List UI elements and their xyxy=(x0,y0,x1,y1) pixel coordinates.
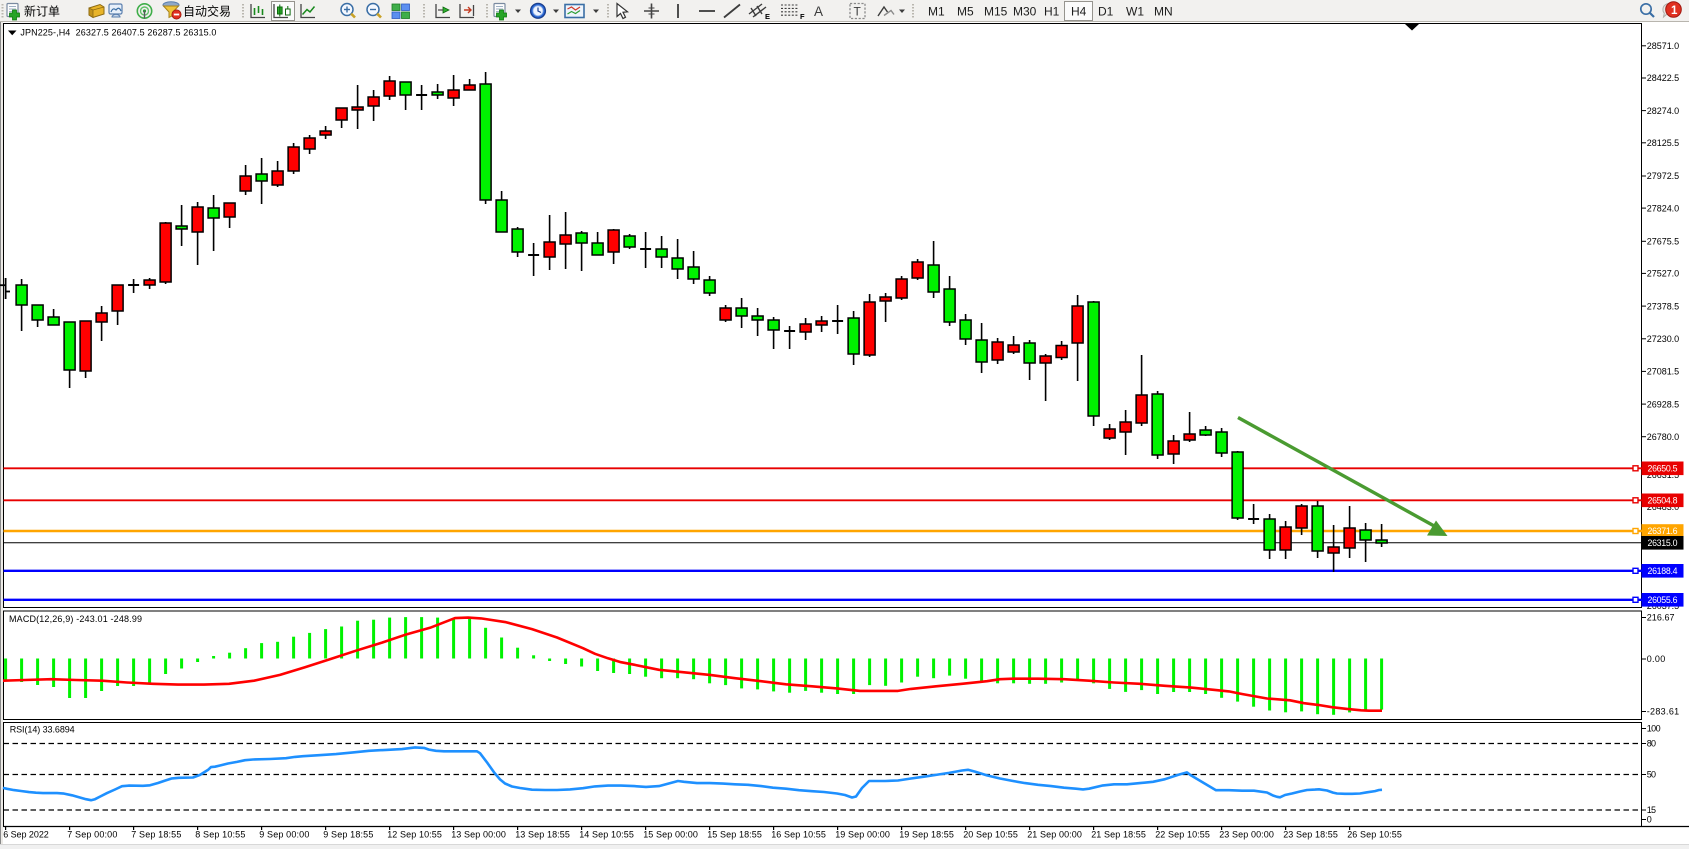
svg-text:26315.0: 26315.0 xyxy=(1648,538,1678,548)
svg-text:50: 50 xyxy=(1647,770,1656,780)
svg-text:自动交易: 自动交易 xyxy=(183,4,231,19)
svg-text:28125.5: 28125.5 xyxy=(1647,138,1680,148)
svg-text:26780.0: 26780.0 xyxy=(1647,432,1680,442)
svg-text:27824.0: 27824.0 xyxy=(1647,203,1680,213)
svg-text:RSI(14) 33.6894: RSI(14) 33.6894 xyxy=(10,725,75,735)
svg-text:7 Sep 18:55: 7 Sep 18:55 xyxy=(131,830,181,840)
svg-text:E: E xyxy=(765,12,770,21)
svg-text:M5: M5 xyxy=(957,5,974,19)
svg-text:H1: H1 xyxy=(1044,5,1060,19)
svg-text:7 Sep 00:00: 7 Sep 00:00 xyxy=(67,830,117,840)
svg-text:23 Sep 18:55: 23 Sep 18:55 xyxy=(1283,830,1338,840)
svg-text:9 Sep 18:55: 9 Sep 18:55 xyxy=(323,830,373,840)
svg-text:13 Sep 00:00: 13 Sep 00:00 xyxy=(451,830,506,840)
svg-text:21 Sep 00:00: 21 Sep 00:00 xyxy=(1027,830,1082,840)
svg-text:19 Sep 18:55: 19 Sep 18:55 xyxy=(899,830,954,840)
svg-text:16 Sep 10:55: 16 Sep 10:55 xyxy=(771,830,826,840)
svg-text:100: 100 xyxy=(1647,724,1661,734)
svg-text:6 Sep 2022: 6 Sep 2022 xyxy=(3,830,49,840)
svg-text:80: 80 xyxy=(1647,739,1656,749)
svg-text:27972.5: 27972.5 xyxy=(1647,171,1680,181)
svg-text:W1: W1 xyxy=(1126,5,1144,19)
svg-text:26055.6: 26055.6 xyxy=(1648,595,1678,605)
svg-text:26650.5: 26650.5 xyxy=(1648,464,1678,474)
svg-text:26504.8: 26504.8 xyxy=(1648,496,1678,506)
svg-text:8 Sep 10:55: 8 Sep 10:55 xyxy=(195,830,245,840)
svg-text:26188.4: 26188.4 xyxy=(1648,566,1678,576)
svg-text:1: 1 xyxy=(1671,5,1678,17)
svg-text:22 Sep 10:55: 22 Sep 10:55 xyxy=(1155,830,1210,840)
svg-text:-283.61: -283.61 xyxy=(1647,707,1679,717)
svg-text:15 Sep 00:00: 15 Sep 00:00 xyxy=(643,830,698,840)
svg-text:21 Sep 18:55: 21 Sep 18:55 xyxy=(1091,830,1146,840)
svg-text:26 Sep 10:55: 26 Sep 10:55 xyxy=(1347,830,1402,840)
svg-text:28422.5: 28422.5 xyxy=(1647,73,1680,83)
svg-text:27527.0: 27527.0 xyxy=(1647,269,1680,279)
svg-text:27675.5: 27675.5 xyxy=(1647,237,1680,247)
svg-text:H4: H4 xyxy=(1071,5,1087,19)
svg-text:28571.0: 28571.0 xyxy=(1647,41,1680,51)
svg-text:28274.0: 28274.0 xyxy=(1647,106,1680,116)
svg-text:9 Sep 00:00: 9 Sep 00:00 xyxy=(259,830,309,840)
svg-text:26928.5: 26928.5 xyxy=(1647,399,1680,409)
svg-text:A: A xyxy=(814,4,823,19)
svg-text:M15: M15 xyxy=(984,5,1008,19)
svg-text:M30: M30 xyxy=(1013,5,1037,19)
svg-text:D1: D1 xyxy=(1098,5,1114,19)
svg-text:13 Sep 18:55: 13 Sep 18:55 xyxy=(515,830,570,840)
svg-text:0: 0 xyxy=(1647,815,1652,825)
svg-text:216.67: 216.67 xyxy=(1647,613,1675,623)
svg-text:JPN225-,H4 26327.5 26407.5 26: JPN225-,H4 26327.5 26407.5 26287.5 26315… xyxy=(20,28,216,38)
svg-text:20 Sep 10:55: 20 Sep 10:55 xyxy=(963,830,1018,840)
svg-text:14 Sep 10:55: 14 Sep 10:55 xyxy=(579,830,634,840)
svg-text:MN: MN xyxy=(1154,5,1173,19)
svg-text:15 Sep 18:55: 15 Sep 18:55 xyxy=(707,830,762,840)
svg-text:27230.0: 27230.0 xyxy=(1647,334,1680,344)
svg-text:0.00: 0.00 xyxy=(1647,654,1666,664)
svg-text:26371.6: 26371.6 xyxy=(1648,526,1678,536)
svg-text:新订单: 新订单 xyxy=(24,4,60,19)
svg-text:F: F xyxy=(800,12,805,21)
svg-text:27378.5: 27378.5 xyxy=(1647,301,1680,311)
svg-text:M1: M1 xyxy=(928,5,945,19)
svg-text:19 Sep 00:00: 19 Sep 00:00 xyxy=(835,830,890,840)
svg-text:27081.5: 27081.5 xyxy=(1647,367,1680,377)
svg-text:MACD(12,26,9) -243.01 -248.99: MACD(12,26,9) -243.01 -248.99 xyxy=(9,614,142,624)
svg-text:15: 15 xyxy=(1647,805,1656,815)
svg-text:12 Sep 10:55: 12 Sep 10:55 xyxy=(387,830,442,840)
svg-text:T: T xyxy=(854,5,862,19)
svg-text:23 Sep 00:00: 23 Sep 00:00 xyxy=(1219,830,1274,840)
